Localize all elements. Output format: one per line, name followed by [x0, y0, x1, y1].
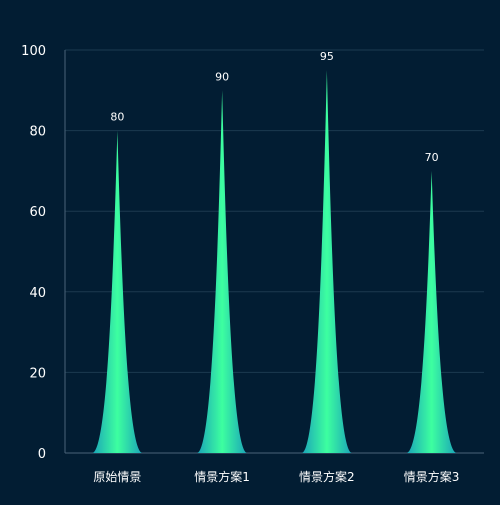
- bar-spike[interactable]: [406, 170, 457, 453]
- x-category-label: 原始情景: [93, 470, 141, 484]
- y-tick-label: 20: [29, 366, 46, 381]
- x-category-label: 情景方案2: [299, 469, 355, 484]
- bar-value-label: 80: [110, 111, 124, 124]
- bar-layer: [92, 70, 457, 454]
- bar-value-label: 70: [425, 151, 439, 164]
- y-tick-label: 60: [29, 205, 46, 220]
- y-tick-label: 40: [29, 286, 46, 301]
- label-layer: 0 20 40 60 80 100 80 原始情景 90 情景方案1 95 情景方案2 70 情景方案3: [21, 44, 459, 484]
- bar-spike[interactable]: [197, 90, 248, 454]
- y-tick-label: 100: [21, 44, 46, 59]
- bar-spike[interactable]: [92, 130, 143, 453]
- x-category-label: 情景方案1: [194, 469, 250, 484]
- y-tick-label: 80: [29, 125, 46, 140]
- y-tick-label: 0: [38, 447, 46, 462]
- bar-value-label: 90: [215, 70, 229, 83]
- x-category-label: 情景方案3: [404, 469, 460, 484]
- bar-value-label: 95: [320, 50, 334, 63]
- bar-spike[interactable]: [301, 70, 352, 454]
